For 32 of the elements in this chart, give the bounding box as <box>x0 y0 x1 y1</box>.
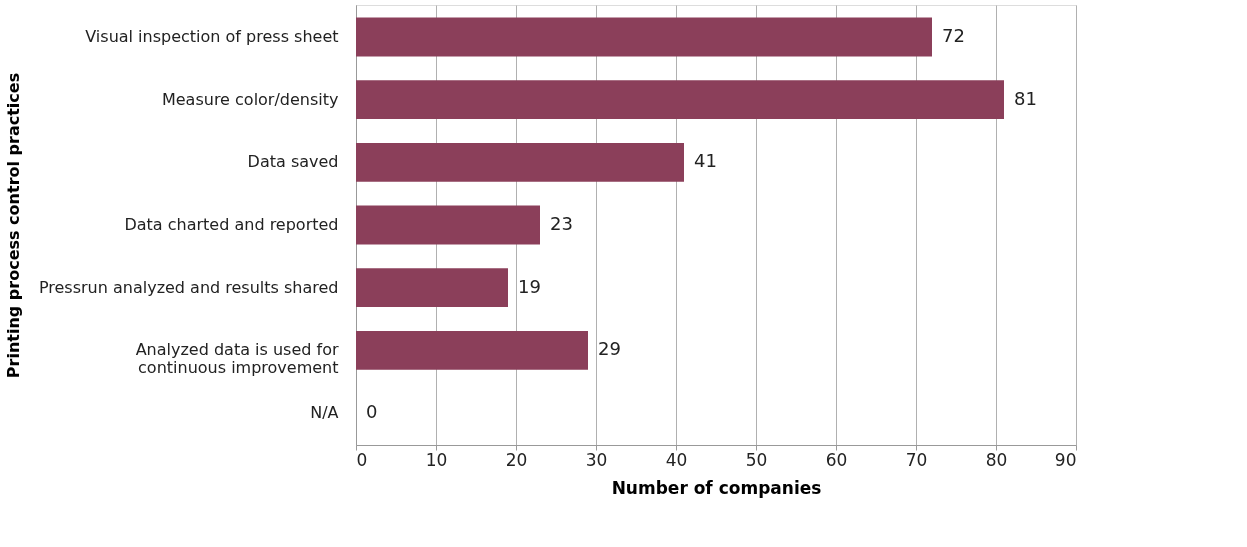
x-tick-label: 70 <box>905 449 928 470</box>
bar <box>356 268 508 308</box>
x-tick-label: 90 <box>1054 449 1077 470</box>
bar <box>356 142 684 182</box>
x-tick-label: 40 <box>665 449 688 470</box>
data-label: 0 <box>366 401 378 423</box>
y-tick-label: Pressrun analyzed and results shared <box>38 277 339 297</box>
data-label: 41 <box>694 150 717 172</box>
x-tick-label: 60 <box>825 449 848 470</box>
y-tick-label: Visual inspection of press sheet <box>85 26 339 46</box>
y-tick-label: Measure color/density <box>161 89 339 109</box>
y-tick-label: Data charted and reported <box>124 215 339 234</box>
x-tick-label: 10 <box>425 449 448 470</box>
bar <box>356 330 588 370</box>
y-tick-label: N/A <box>310 403 339 423</box>
data-label: 81 <box>1014 87 1037 109</box>
bar <box>356 205 540 245</box>
data-label: 29 <box>598 338 621 360</box>
x-tick-label: 80 <box>985 449 1008 470</box>
x-axis-title: Number of companies <box>611 477 822 498</box>
x-tick-label: 50 <box>745 449 768 470</box>
data-label: 19 <box>518 275 541 297</box>
bar <box>356 17 932 57</box>
y-tick-label: Analyzed data is used for continuous improvement <box>135 340 339 378</box>
data-label: 72 <box>942 24 965 46</box>
x-tick-label: 0 <box>356 449 368 470</box>
x-tick-label: 30 <box>585 449 608 470</box>
bar <box>356 80 1004 120</box>
y-tick-label: Data saved <box>247 152 339 172</box>
x-tick-label: 20 <box>505 449 528 470</box>
y-axis-title: Printing process control practices <box>3 72 23 379</box>
data-label: 23 <box>550 213 573 234</box>
